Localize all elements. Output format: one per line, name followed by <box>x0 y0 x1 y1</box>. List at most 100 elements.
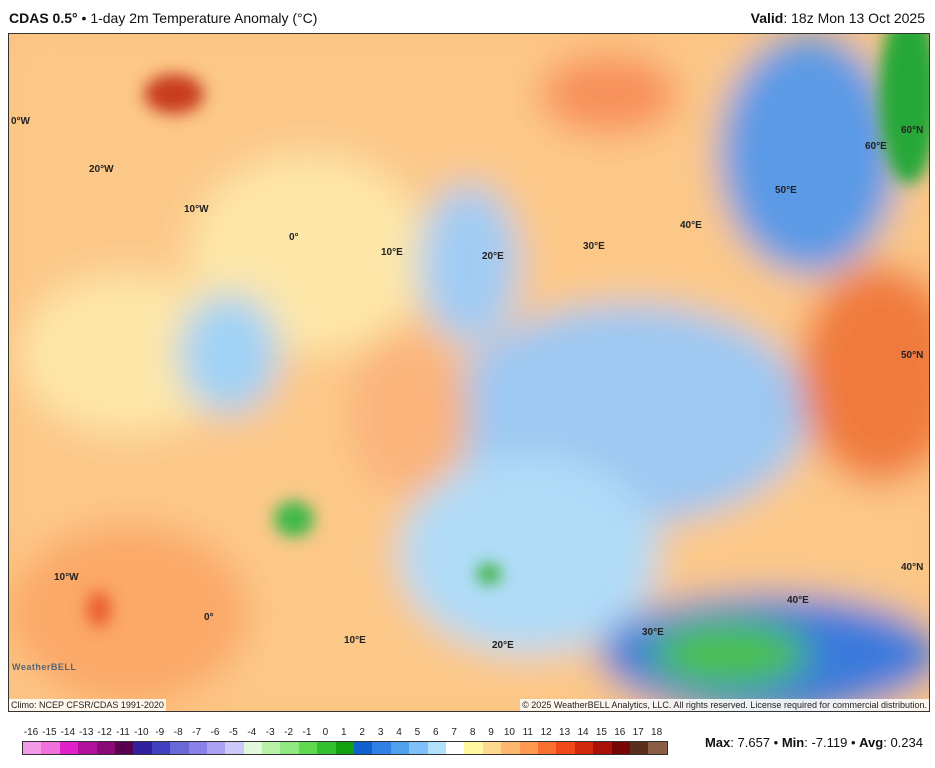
valid-label: Valid <box>750 10 784 26</box>
colorbar-tick-label: 9 <box>488 727 494 738</box>
colorbar-tick-label: -8 <box>173 727 183 738</box>
field-stats: Max: 7.657 • Min: -7.119 • Avg: 0.234 <box>704 735 923 750</box>
colorbar-tick-label: -15 <box>42 727 57 738</box>
colorbar-tick-label: 7 <box>451 727 457 738</box>
graticule-label: 0° <box>289 232 299 243</box>
colorbar-swatch <box>298 742 318 754</box>
graticule-label: 0°W <box>11 116 30 127</box>
min-value: -7.119 <box>811 735 848 750</box>
valid-time: Valid: 18z Mon 13 Oct 2025 <box>750 10 925 26</box>
colorbar-tick-label: -1 <box>302 727 312 738</box>
graticule-label: 0° <box>204 612 214 623</box>
graticule-label: 20°E <box>482 251 504 262</box>
colorbar-ticks: -16 -15 -14 -13 -12 -11 -10 -9 -8 -7 -6 -5 -4 -3 -2 -1 0… <box>22 727 668 739</box>
colorbar-tick-label: 11 <box>522 727 533 738</box>
graticule-label: 10°W <box>184 204 209 215</box>
colorbar-tick-label: 14 <box>577 727 589 738</box>
graticule-label: 40°E <box>787 595 809 606</box>
colorbar-tick-label: 4 <box>396 727 402 738</box>
colorbar-tick-label: -16 <box>23 727 39 738</box>
colorbar-swatch <box>390 742 410 754</box>
colorbar-tick-label: 5 <box>414 727 421 738</box>
colorbar-tick-label: 1 <box>341 727 347 738</box>
colorbar-swatch <box>114 742 134 754</box>
colorbar-swatch <box>133 742 152 754</box>
colorbar-swatch <box>23 742 42 754</box>
colorbar-tick-label: 18 <box>651 727 663 738</box>
colorbar-swatch <box>225 742 244 754</box>
colorbar-tick-label: -2 <box>284 727 294 738</box>
colorbar-swatch <box>188 742 207 754</box>
colorbar-tick-label: 10 <box>503 727 515 738</box>
colorbar-swatch <box>317 742 336 754</box>
max-value: 7.657 <box>737 735 771 750</box>
colorbar-tick-label: 12 <box>540 727 552 738</box>
colorbar-swatch <box>280 742 299 754</box>
colorbar-swatch <box>409 742 428 754</box>
colorbar-swatch <box>354 742 373 754</box>
map-title: CDAS 0.5° • 1-day 2m Temperature Anomaly… <box>9 10 317 26</box>
graticule-label: 10°W <box>54 572 79 583</box>
colorbar-tick-label: -6 <box>210 727 220 738</box>
graticule-label: 30°E <box>642 627 664 638</box>
copyright-note: © 2025 WeatherBELL Analytics, LLC. All r… <box>520 699 929 711</box>
colorbar-tick-label: -10 <box>134 727 149 738</box>
colorbar-swatch <box>574 742 594 754</box>
colorbar-swatch <box>593 742 612 754</box>
colorbar-tick-label: -12 <box>97 727 112 738</box>
colorbar-swatch <box>445 742 465 754</box>
graticule-label: 60°E <box>865 141 887 152</box>
colorbar-tick-label: 17 <box>632 727 644 738</box>
colorbar-swatch <box>96 742 115 754</box>
colorbar <box>22 741 668 755</box>
colorbar-swatch <box>537 742 557 754</box>
colorbar-swatch <box>501 742 520 754</box>
graticule-label: 40°N <box>901 562 924 573</box>
colorbar-tick-label: 6 <box>433 727 439 738</box>
avg-label: Avg <box>859 735 884 750</box>
graticule-label: 10°E <box>381 247 403 258</box>
colorbar-swatch <box>206 742 226 754</box>
colorbar-tick-label: -9 <box>155 727 165 738</box>
graticule-label: 60°N <box>901 125 924 136</box>
colorbar-tick-label: -3 <box>265 727 275 738</box>
colorbar-tick-label: -11 <box>116 727 130 738</box>
colorbar-swatch <box>335 742 355 754</box>
colorbar-swatch <box>482 742 502 754</box>
colorbar-tick-label: -4 <box>247 727 257 738</box>
model-name: CDAS 0.5° <box>9 10 78 26</box>
anomaly-field <box>9 34 929 711</box>
colorbar-swatch <box>170 742 189 754</box>
colorbar-swatch <box>556 742 575 754</box>
colorbar-swatch <box>611 742 630 754</box>
weatherbell-logo: WeatherBELL <box>12 662 77 672</box>
graticule-label: 30°E <box>583 241 605 252</box>
colorbar-swatch <box>648 742 667 754</box>
colorbar-swatch <box>243 742 263 754</box>
colorbar-tick-label: -5 <box>228 727 238 738</box>
colorbar-tick-label: 15 <box>595 727 607 738</box>
avg-value: 0.234 <box>890 735 923 750</box>
colorbar-tick-label: 0 <box>322 727 329 738</box>
colorbar-tick-label: 8 <box>469 727 476 738</box>
bullet: • <box>81 10 87 26</box>
graticule-label: 50°E <box>775 185 797 196</box>
graticule-label: 10°E <box>344 635 366 646</box>
title-text: 1-day 2m Temperature Anomaly (°C) <box>90 10 318 26</box>
graticule-label: 50°N <box>901 350 924 361</box>
colorbar-swatch <box>629 742 649 754</box>
colorbar-swatch <box>372 742 391 754</box>
colorbar-tick-label: 2 <box>359 727 365 738</box>
colorbar-swatch <box>78 742 97 754</box>
colorbar-swatch <box>464 742 483 754</box>
colorbar-swatch <box>151 742 171 754</box>
colorbar-swatch <box>519 742 538 754</box>
climo-note: Climo: NCEP CFSR/CDAS 1991-2020 <box>9 699 166 711</box>
colorbar-swatch <box>262 742 281 754</box>
colorbar-swatch <box>427 742 446 754</box>
anomaly-map: 0°W 20°W 10°W 0° 10°E 20°E 30°E 40°E 50°… <box>8 33 930 712</box>
colorbar-tick-label: 13 <box>559 727 571 738</box>
min-label: Min <box>781 735 805 750</box>
colorbar-swatch <box>59 742 79 754</box>
colorbar-tick-label: 3 <box>377 727 384 738</box>
